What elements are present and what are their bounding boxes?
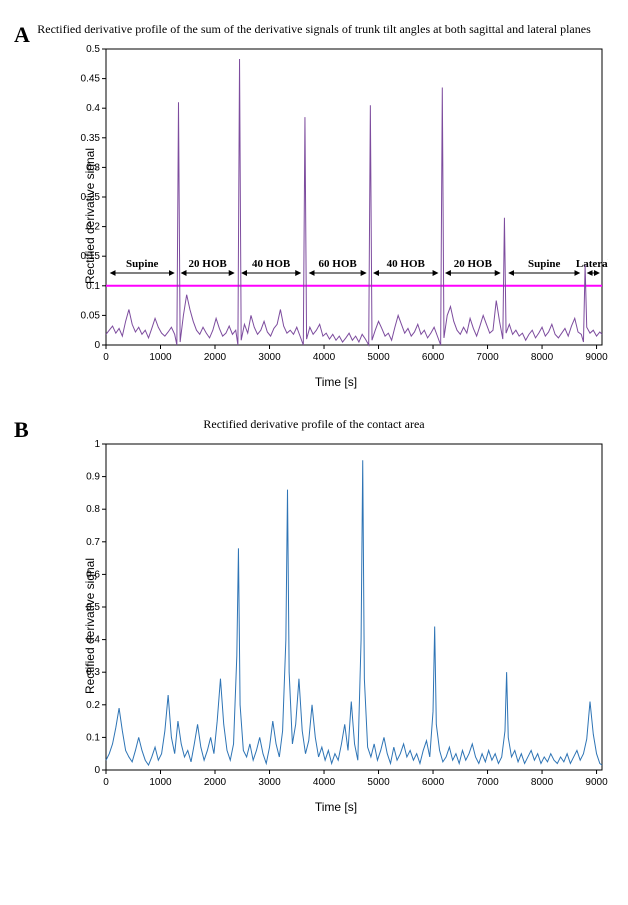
svg-text:1: 1 — [94, 439, 100, 450]
svg-text:0.2: 0.2 — [86, 700, 100, 711]
svg-text:40 HOB: 40 HOB — [387, 258, 426, 270]
svg-text:4000: 4000 — [313, 777, 336, 788]
svg-text:7000: 7000 — [476, 777, 499, 788]
svg-text:20 HOB: 20 HOB — [454, 258, 493, 270]
svg-text:Supine: Supine — [528, 258, 561, 270]
svg-text:6000: 6000 — [422, 352, 445, 363]
svg-text:0.45: 0.45 — [81, 74, 101, 85]
svg-text:0.1: 0.1 — [86, 732, 100, 743]
chart-title-a: Rectified derivative profile of the sum … — [14, 22, 614, 37]
svg-text:1000: 1000 — [149, 777, 172, 788]
svg-text:8000: 8000 — [531, 777, 554, 788]
svg-text:0.7: 0.7 — [86, 537, 100, 548]
chart-b-svg: 00.10.20.30.40.50.60.70.80.9101000200030… — [68, 438, 608, 798]
svg-text:9000: 9000 — [585, 352, 608, 363]
svg-text:0: 0 — [103, 777, 109, 788]
ylabel-a: Rectified derivative signal — [83, 148, 97, 284]
panel-a: A Rectified derivative profile of the su… — [14, 22, 614, 389]
svg-text:3000: 3000 — [258, 777, 281, 788]
svg-text:0: 0 — [94, 765, 100, 776]
svg-text:Supine: Supine — [126, 258, 159, 270]
svg-text:8000: 8000 — [531, 352, 554, 363]
svg-text:Lateral: Lateral — [576, 258, 608, 270]
svg-text:2000: 2000 — [204, 352, 227, 363]
svg-text:5000: 5000 — [367, 777, 390, 788]
svg-text:40 HOB: 40 HOB — [252, 258, 291, 270]
svg-text:0.5: 0.5 — [86, 44, 100, 55]
panel-letter-a: A — [14, 22, 30, 48]
svg-text:0: 0 — [103, 352, 109, 363]
chart-a-svg: 00.050.10.150.20.250.30.350.40.450.50100… — [68, 43, 608, 373]
ylabel-b: Rectified derivative signal — [83, 558, 97, 694]
svg-text:3000: 3000 — [258, 352, 281, 363]
panel-b: B Rectified derivative profile of the co… — [14, 417, 614, 814]
chart-title-b: Rectified derivative profile of the cont… — [14, 417, 614, 432]
svg-text:60 HOB: 60 HOB — [319, 258, 358, 270]
svg-text:20 HOB: 20 HOB — [189, 258, 228, 270]
svg-text:7000: 7000 — [476, 352, 499, 363]
svg-text:4000: 4000 — [313, 352, 336, 363]
plot-wrap-b: Rectified derivative signal 00.10.20.30.… — [68, 438, 604, 814]
svg-text:0.35: 0.35 — [81, 133, 101, 144]
svg-text:9000: 9000 — [585, 777, 608, 788]
panel-letter-b: B — [14, 417, 29, 443]
svg-text:2000: 2000 — [204, 777, 227, 788]
xlabel-b: Time [s] — [68, 800, 604, 814]
svg-text:0: 0 — [94, 340, 100, 351]
svg-text:5000: 5000 — [367, 352, 390, 363]
svg-text:0.8: 0.8 — [86, 504, 100, 515]
svg-text:0.05: 0.05 — [81, 310, 101, 321]
svg-text:0.9: 0.9 — [86, 472, 100, 483]
xlabel-a: Time [s] — [68, 375, 604, 389]
svg-text:6000: 6000 — [422, 777, 445, 788]
plot-wrap-a: Rectified derivative signal 00.050.10.15… — [68, 43, 604, 389]
svg-text:0.4: 0.4 — [86, 103, 100, 114]
svg-text:1000: 1000 — [149, 352, 172, 363]
